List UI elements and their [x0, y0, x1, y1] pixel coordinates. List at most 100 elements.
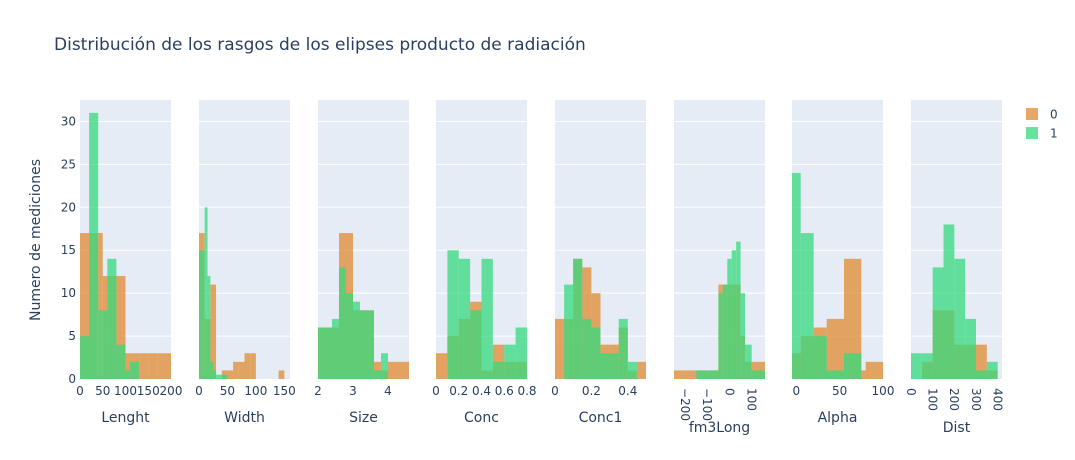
bar-series-1	[504, 344, 516, 379]
bar-series-1	[216, 374, 222, 379]
bar-series-1	[813, 336, 827, 379]
bar-series-1	[707, 370, 719, 379]
x-tick-label: 300	[969, 388, 983, 411]
x-tick-label: 100	[872, 384, 895, 398]
bar-series-0	[388, 361, 409, 379]
bar-series-0	[436, 353, 448, 379]
bar-series-0	[674, 370, 686, 379]
bar-series-1	[800, 233, 814, 379]
legend-swatch	[1026, 108, 1038, 120]
x-tick-label: 2	[314, 384, 322, 398]
bar-series-0	[555, 318, 565, 379]
bar-series-0	[685, 370, 697, 379]
x-tick-label: −100	[700, 388, 714, 421]
y-tick-label: 30	[61, 114, 76, 128]
bar-series-0	[148, 353, 158, 379]
x-tick-label: 0	[432, 384, 440, 398]
panel-fm3long: −200 −100 0 100 fm3Long	[674, 100, 765, 436]
x-tick-label: 0	[76, 384, 84, 398]
bar-series-1	[89, 112, 99, 379]
bar-series-1	[591, 327, 601, 379]
x-tick-label: 3	[349, 384, 357, 398]
panel-width: 0 50 100 150 Width	[195, 100, 296, 426]
legend-swatch	[1026, 127, 1038, 139]
bar-series-1	[339, 267, 346, 379]
bar-series-1	[381, 353, 388, 379]
bar-series-0	[80, 233, 90, 379]
y-tick-label: 25	[61, 157, 76, 171]
bar-series-1	[600, 353, 610, 379]
bar-series-1	[844, 353, 862, 379]
bar-series-1	[954, 258, 966, 379]
bar-series-0	[238, 361, 245, 379]
x-tick-label: 0.6	[495, 384, 514, 398]
bar-series-1	[204, 207, 208, 379]
x-tick-label: 0	[722, 388, 736, 396]
bar-series-1	[932, 267, 944, 379]
legend[interactable]: 01	[1026, 108, 1058, 141]
x-tick-label: 150	[137, 384, 160, 398]
bar-series-0	[278, 370, 285, 379]
bar-series-1	[745, 344, 752, 379]
panel-size: 2 3 4 Size	[314, 100, 409, 426]
bar-series-1	[447, 250, 459, 379]
bar-series-0	[865, 361, 883, 379]
bar-series-1	[107, 258, 117, 379]
y-tick-label: 10	[61, 286, 76, 300]
x-tick-label: 200	[160, 384, 183, 398]
bar-series-1	[374, 370, 381, 379]
x-tick-label: 0.4	[618, 384, 637, 398]
y-tick-label: 20	[61, 200, 76, 214]
bar-series-0	[233, 361, 239, 379]
bar-series-1	[609, 353, 619, 379]
bar-series-1	[125, 370, 131, 379]
x-tick-label: 0.2	[449, 384, 468, 398]
bar-series-1	[367, 310, 374, 379]
x-axis-title: Lenght	[101, 410, 150, 426]
bar-series-1	[736, 241, 741, 379]
panel-conc: 0 0.2 0.4 0.6 0.8 Conc	[432, 100, 537, 426]
y-tick-label: 5	[68, 329, 76, 343]
x-axis-title: fm3Long	[689, 420, 750, 436]
x-tick-label: 50	[220, 384, 235, 398]
bar-series-1	[582, 318, 592, 379]
x-tick-label: 0	[195, 384, 203, 398]
bar-series-1	[976, 370, 987, 379]
bar-series-1	[965, 318, 976, 379]
x-tick-label: 50	[832, 384, 847, 398]
bar-series-1	[80, 336, 90, 379]
bar-series-0	[125, 353, 131, 379]
bar-series-0	[244, 353, 251, 379]
y-tick-label: 0	[68, 372, 76, 386]
legend-item-1[interactable]: 1	[1026, 127, 1058, 141]
bar-series-0	[636, 361, 646, 379]
y-tick-label: 15	[61, 243, 76, 257]
bar-series-1	[740, 293, 746, 379]
legend-item-0[interactable]: 0	[1026, 108, 1058, 122]
bar-series-1	[627, 361, 637, 379]
y-axis-title: Numero de mediciones	[28, 159, 44, 321]
bar-series-0	[250, 353, 256, 379]
bar-series-1	[346, 293, 353, 379]
bar-series-0	[98, 233, 103, 379]
bar-series-1	[727, 258, 732, 379]
x-tick-label: 50	[95, 384, 110, 398]
bar-series-1	[213, 370, 217, 379]
x-tick-label: 4	[384, 384, 392, 398]
x-tick-label: 400	[990, 388, 1004, 411]
bar-series-1	[573, 258, 583, 379]
x-axis-title: Size	[349, 410, 378, 426]
bar-series-1	[360, 310, 367, 379]
bar-series-0	[826, 318, 844, 379]
bar-series-1	[731, 250, 737, 379]
bar-series-1	[481, 258, 493, 379]
bar-series-1	[116, 344, 126, 379]
x-tick-label: 100	[744, 388, 758, 411]
bar-series-1	[696, 370, 708, 379]
bar-series-1	[718, 293, 723, 379]
x-tick-label: −200	[678, 388, 692, 421]
x-tick-label: 0.4	[472, 384, 491, 398]
bar-series-1	[458, 258, 471, 379]
x-tick-label: 0.2	[582, 384, 601, 398]
